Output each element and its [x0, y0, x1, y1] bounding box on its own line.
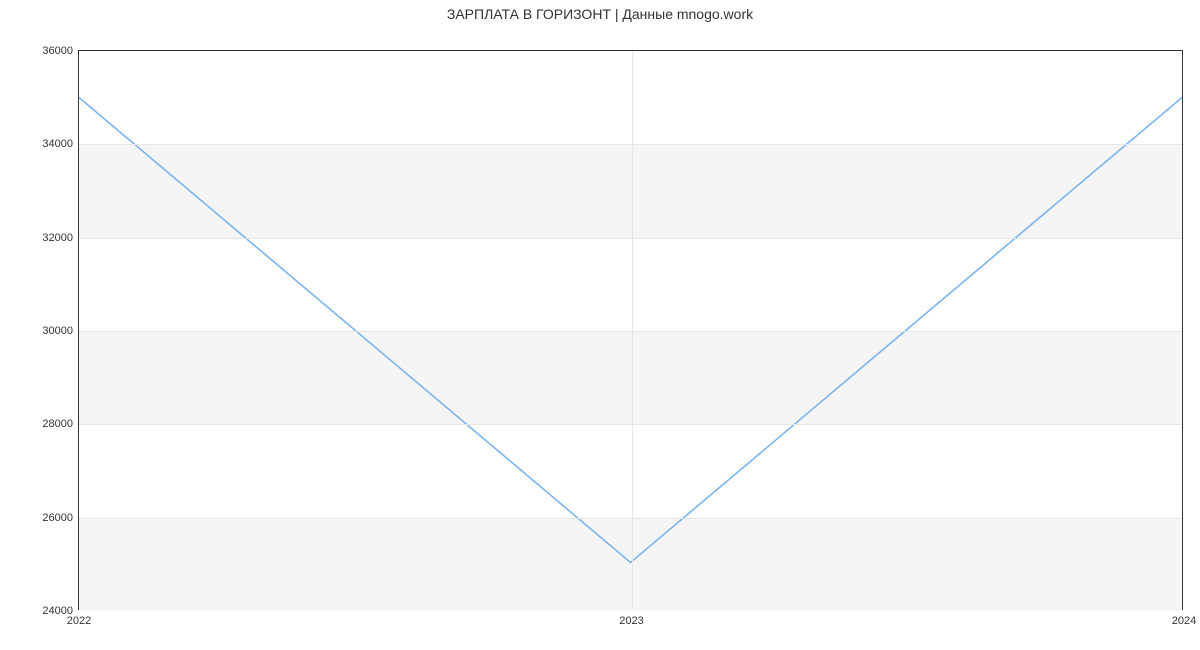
y-tick-label: 26000 — [42, 512, 73, 524]
h-gridline — [79, 518, 1182, 519]
y-tick-label: 36000 — [42, 45, 73, 57]
x-tick-label: 2022 — [67, 615, 91, 627]
line-series — [79, 51, 1182, 609]
plot-area: 2400026000280003000032000340003600020222… — [78, 50, 1183, 610]
h-gridline — [79, 144, 1182, 145]
h-gridline — [79, 424, 1182, 425]
v-gridline — [632, 51, 633, 609]
y-tick-label: 30000 — [42, 325, 73, 337]
x-tick-label: 2023 — [619, 615, 643, 627]
h-gridline — [79, 238, 1182, 239]
y-tick-label: 32000 — [42, 232, 73, 244]
series-line-salary — [79, 98, 1182, 563]
y-tick-label: 28000 — [42, 418, 73, 430]
chart-title: ЗАРПЛАТА В ГОРИЗОНТ | Данные mnogo.work — [0, 6, 1200, 22]
y-tick-label: 34000 — [42, 138, 73, 150]
h-gridline — [79, 331, 1182, 332]
x-tick-label: 2024 — [1172, 615, 1196, 627]
salary-chart: ЗАРПЛАТА В ГОРИЗОНТ | Данные mnogo.work … — [0, 0, 1200, 650]
